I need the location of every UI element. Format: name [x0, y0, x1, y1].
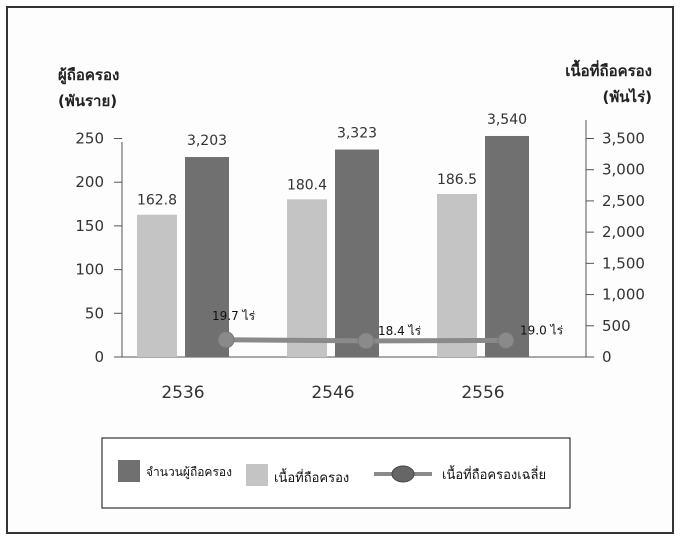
legend-marker-avg	[391, 465, 415, 483]
right-tick-label: 1,000	[602, 286, 645, 304]
data-label-area: 162.8	[137, 193, 177, 209]
right-axis-title-line2: (พันไร่)	[603, 87, 652, 106]
bar-area-2546	[287, 199, 327, 357]
right-tick-label: 500	[602, 317, 631, 335]
data-label-holders: 3,540	[487, 112, 527, 128]
right-tick-label: 2,000	[602, 223, 645, 241]
legend-label-holders: จำนวนผู้ถือครอง	[146, 465, 232, 480]
data-label-avg: 19.7 ไร่	[212, 309, 256, 323]
legend-label-area: เนื้อที่ถือครอง	[274, 468, 349, 486]
legend-label-avg: เนื้อที่ถือครองเฉลี่ย	[442, 465, 546, 483]
point-avg-2546	[357, 332, 375, 350]
chart: ผู้ถือครอง (พันราย) เนื้อที่ถือครอง (พัน…	[58, 59, 652, 509]
category-label-2546: 2546	[311, 383, 354, 403]
left-tick-label: 0	[94, 348, 104, 366]
right-tick-label: 1,500	[602, 254, 645, 272]
left-tick-label: 100	[75, 261, 104, 279]
right-tick-label: 3,000	[602, 161, 645, 179]
legend-swatch-area	[246, 464, 268, 486]
right-tick-label: 3,500	[602, 129, 645, 147]
left-axis-title-line1: ผู้ถือครอง	[58, 66, 119, 85]
bar-area-2536	[137, 214, 177, 357]
right-tick-label: 0	[602, 348, 612, 366]
legend-swatch-holders	[118, 460, 140, 482]
left-tick-label: 150	[75, 217, 104, 235]
data-label-holders: 3,323	[337, 126, 377, 142]
category-label-2556: 2556	[461, 383, 504, 403]
data-label-area: 186.5	[437, 172, 477, 188]
point-avg-2536	[217, 331, 235, 349]
bar-area-2556	[437, 193, 477, 357]
left-tick-label: 50	[85, 304, 104, 322]
data-label-holders: 3,203	[187, 133, 227, 149]
data-label-avg: 19.0 ไร่	[520, 323, 564, 337]
legend-box	[101, 437, 571, 509]
left-tick-label: 200	[75, 173, 104, 191]
bar-holders-2536	[185, 157, 229, 357]
right-tick-label: 2,500	[602, 192, 645, 210]
bar-holders-2546	[335, 149, 379, 357]
left-axis-title-line2: (พันราย)	[58, 92, 117, 110]
category-label-2536: 2536	[161, 383, 204, 403]
point-avg-2556	[497, 331, 515, 349]
bar-holders-2556	[485, 135, 529, 357]
right-axis-title-line1: เนื้อที่ถือครอง	[565, 59, 652, 80]
left-tick-label: 250	[75, 129, 104, 147]
data-label-avg: 18.4 ไร่	[378, 324, 422, 338]
chart-frame: ผู้ถือครอง (พันราย) เนื้อที่ถือครอง (พัน…	[6, 6, 674, 534]
data-label-area: 180.4	[287, 177, 327, 193]
